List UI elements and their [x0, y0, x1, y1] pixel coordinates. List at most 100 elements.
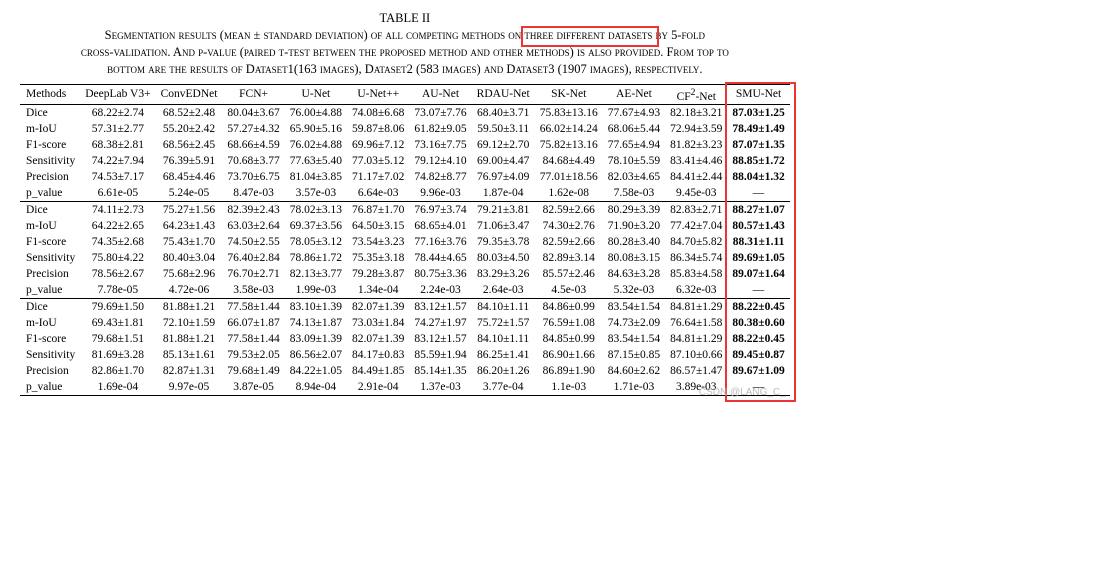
value-cell: 1.87e-04	[472, 185, 535, 202]
value-cell: 71.17±7.02	[347, 169, 409, 185]
col-header: ConvEDNet	[156, 84, 223, 105]
value-cell: 84.85±0.99	[535, 331, 603, 347]
table-row: F1-score79.68±1.5181.88±1.2177.58±1.4483…	[20, 331, 790, 347]
value-cell: 64.22±2.65	[80, 218, 155, 234]
value-cell: 88.22±0.45	[727, 299, 789, 316]
value-cell: 1.37e-03	[409, 379, 471, 396]
results-table: MethodsDeepLab V3+ConvEDNetFCN+U-NetU-Ne…	[20, 84, 790, 397]
value-cell: 74.73±2.09	[603, 315, 665, 331]
col-header: AE-Net	[603, 84, 665, 105]
value-cell: 80.04±3.67	[222, 105, 284, 122]
value-cell: 89.07±1.64	[727, 266, 789, 282]
metric-cell: F1-score	[20, 331, 80, 347]
value-cell: 82.83±2.71	[665, 202, 727, 219]
table-wrap: TABLE II Segmentation results (mean ± st…	[20, 10, 790, 396]
value-cell: 3.57e-03	[285, 185, 347, 202]
value-cell: 84.81±1.29	[665, 331, 727, 347]
value-cell: 75.68±2.96	[156, 266, 223, 282]
value-cell: 77.63±5.40	[285, 153, 347, 169]
value-cell: 86.57±1.47	[665, 363, 727, 379]
value-cell: 82.18±3.21	[665, 105, 727, 122]
table-label: TABLE II	[20, 10, 790, 27]
value-cell: 69.96±7.12	[347, 137, 409, 153]
col-header: AU-Net	[409, 84, 471, 105]
value-cell: 79.68±1.49	[222, 363, 284, 379]
value-cell: 59.50±3.11	[472, 121, 535, 137]
value-cell: 89.67±1.09	[727, 363, 789, 379]
value-cell: 3.87e-05	[222, 379, 284, 396]
value-cell: 82.87±1.31	[156, 363, 223, 379]
value-cell: 1.1e-03	[535, 379, 603, 396]
table-row: p_value7.78e-054.72e-063.58e-031.99e-031…	[20, 282, 790, 299]
value-cell: 8.94e-04	[285, 379, 347, 396]
value-cell: 1.34e-04	[347, 282, 409, 299]
value-cell: 61.82±9.05	[409, 121, 471, 137]
value-cell: 84.17±0.83	[347, 347, 409, 363]
value-cell: 66.02±14.24	[535, 121, 603, 137]
value-cell: 80.03±4.50	[472, 250, 535, 266]
value-cell: 73.07±7.76	[409, 105, 471, 122]
table-row: m-IoU57.31±2.7755.20±2.4257.27±4.3265.90…	[20, 121, 790, 137]
value-cell: 9.96e-03	[409, 185, 471, 202]
value-cell: 78.56±2.67	[80, 266, 155, 282]
value-cell: 87.15±0.85	[603, 347, 665, 363]
value-cell: 74.11±2.73	[80, 202, 155, 219]
value-cell: 9.45e-03	[665, 185, 727, 202]
value-cell: 83.54±1.54	[603, 331, 665, 347]
value-cell: 55.20±2.42	[156, 121, 223, 137]
value-cell: 72.10±1.59	[156, 315, 223, 331]
value-cell: 73.54±3.23	[347, 234, 409, 250]
col-header: CF2-Net	[665, 84, 727, 105]
value-cell: 76.97±4.09	[472, 169, 535, 185]
metric-cell: p_value	[20, 379, 80, 396]
value-cell: 63.03±2.64	[222, 218, 284, 234]
col-header: SK-Net	[535, 84, 603, 105]
value-cell: 83.12±1.57	[409, 331, 471, 347]
value-cell: 87.07±1.35	[727, 137, 789, 153]
value-cell: 81.82±3.23	[665, 137, 727, 153]
table-caption: TABLE II Segmentation results (mean ± st…	[20, 10, 790, 78]
col-header: RDAU-Net	[472, 84, 535, 105]
table-row: Dice68.22±2.7468.52±2.4880.04±3.6776.00±…	[20, 105, 790, 122]
table-row: Sensitivity81.69±3.2885.13±1.6179.53±2.0…	[20, 347, 790, 363]
value-cell: 80.28±3.40	[603, 234, 665, 250]
value-cell: 80.29±3.39	[603, 202, 665, 219]
value-cell: 83.41±4.46	[665, 153, 727, 169]
value-cell: 74.53±7.17	[80, 169, 155, 185]
value-cell: 75.27±1.56	[156, 202, 223, 219]
value-cell: 78.10±5.59	[603, 153, 665, 169]
value-cell: 78.44±4.65	[409, 250, 471, 266]
value-cell: 69.37±3.56	[285, 218, 347, 234]
col-header: FCN+	[222, 84, 284, 105]
table-row: Precision74.53±7.1768.45±4.4673.70±6.758…	[20, 169, 790, 185]
value-cell: 75.83±13.16	[535, 105, 603, 122]
value-cell: 83.54±1.54	[603, 299, 665, 316]
table-row: p_value6.61e-055.24e-058.47e-033.57e-036…	[20, 185, 790, 202]
value-cell: 85.59±1.94	[409, 347, 471, 363]
value-cell: 79.21±3.81	[472, 202, 535, 219]
value-cell: 74.50±2.55	[222, 234, 284, 250]
table-row: F1-score68.38±2.8168.56±2.4568.66±4.5976…	[20, 137, 790, 153]
value-cell: 84.81±1.29	[665, 299, 727, 316]
value-cell: 68.38±2.81	[80, 137, 155, 153]
table-body: Dice68.22±2.7468.52±2.4880.04±3.6776.00±…	[20, 105, 790, 396]
value-cell: 88.22±0.45	[727, 331, 789, 347]
metric-cell: p_value	[20, 282, 80, 299]
value-cell: 84.60±2.62	[603, 363, 665, 379]
table-row: Sensitivity74.22±7.9476.39±5.9170.68±3.7…	[20, 153, 790, 169]
value-cell: 76.40±2.84	[222, 250, 284, 266]
value-cell: 79.53±2.05	[222, 347, 284, 363]
value-cell: 85.57±2.46	[535, 266, 603, 282]
value-cell: 75.82±13.16	[535, 137, 603, 153]
value-cell: 5.32e-03	[603, 282, 665, 299]
value-cell: 76.97±3.74	[409, 202, 471, 219]
metric-cell: Dice	[20, 105, 80, 122]
value-cell: 88.31±1.11	[727, 234, 789, 250]
value-cell: 5.24e-05	[156, 185, 223, 202]
value-cell: 73.70±6.75	[222, 169, 284, 185]
metric-cell: m-IoU	[20, 218, 80, 234]
value-cell: 77.01±18.56	[535, 169, 603, 185]
table-row: m-IoU69.43±1.8172.10±1.5966.07±1.8774.13…	[20, 315, 790, 331]
value-cell: 79.69±1.50	[80, 299, 155, 316]
value-cell: 80.75±3.36	[409, 266, 471, 282]
